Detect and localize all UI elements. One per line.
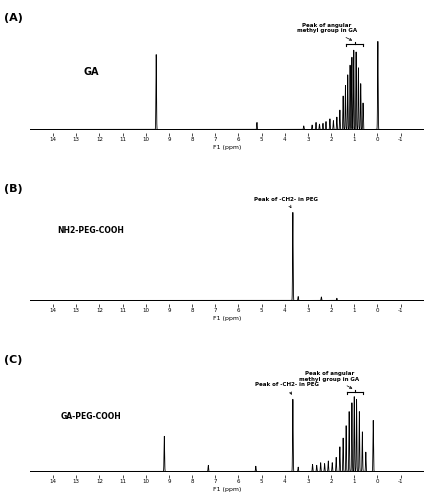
Text: GA-PEG-COOH: GA-PEG-COOH [61,412,122,420]
Text: NH2-PEG-COOH: NH2-PEG-COOH [57,226,125,235]
Text: Peak of angular
methyl group in GA: Peak of angular methyl group in GA [300,371,360,388]
Text: (A): (A) [4,12,23,22]
Text: Peak of angular
methyl group in GA: Peak of angular methyl group in GA [297,22,357,40]
X-axis label: F1 (ppm): F1 (ppm) [213,487,241,492]
Text: Peak of -CH2- in PEG: Peak of -CH2- in PEG [254,197,318,207]
Text: GA: GA [83,66,99,76]
X-axis label: F1 (ppm): F1 (ppm) [213,145,241,150]
Text: (C): (C) [4,354,23,364]
X-axis label: F1 (ppm): F1 (ppm) [213,316,241,321]
Text: Peak of -CH2- in PEG: Peak of -CH2- in PEG [255,382,319,394]
Text: (B): (B) [4,184,23,194]
